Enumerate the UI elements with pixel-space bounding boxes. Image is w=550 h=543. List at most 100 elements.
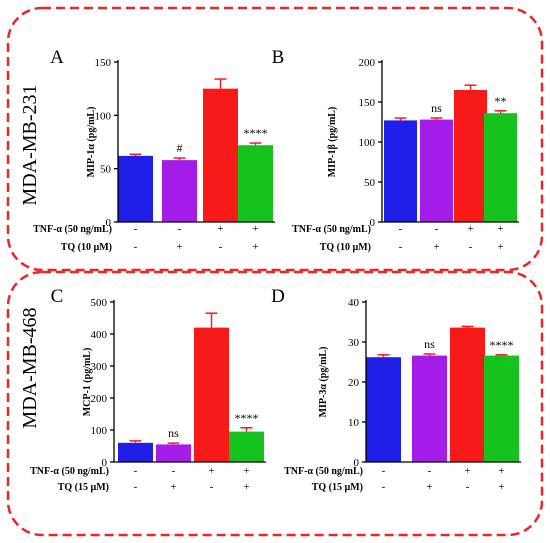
panel-D: D MIP-3α (pg/mL) ns **** 0 10 20 30 40 TNF-α (50 … [271,286,521,493]
y-tick-label: 500 [91,297,108,309]
condition-sign: + [498,481,504,493]
condition-sign: - [219,241,223,253]
y-tick-label: 10 [348,417,360,429]
section-frame-top [6,6,544,272]
bar [118,442,153,462]
y-tick-label: 0 [370,217,376,229]
significance-label: ns [168,426,179,440]
condition-sign: - [428,465,432,477]
y-tick-label: 100 [91,425,108,437]
significance-label: ns [424,337,435,351]
significance-label: **** [244,126,268,140]
significance-label: # [177,141,183,155]
y-tick-label: 40 [348,297,360,309]
bar [454,90,487,222]
bar [229,431,264,462]
bar [118,155,153,222]
bar [484,355,519,462]
condition-label: TNF-α (50 ng/mL) [33,224,112,235]
condition-sign: - [469,241,473,253]
bar [366,357,401,462]
y-axis-label: MIP-1β (pg/mL) [327,107,338,178]
panel-letter: C [51,286,64,307]
cell-line-label-top: MDA-MB-231 [19,84,41,205]
section-frame-bottom [6,270,544,537]
condition-sign: + [243,465,249,477]
condition-label: TQ (10 µM) [61,242,112,253]
condition-sign: + [433,241,439,253]
panel-A: A MIP-1α (pg/mL) # **** 0 50 100 150 TNF-α (50 n… [33,47,275,253]
panel-letter: B [272,47,285,68]
condition-sign: - [382,481,386,493]
bar [484,113,517,222]
y-tick-label: 100 [95,110,112,122]
condition-sign: + [252,223,258,235]
condition-sign: - [134,223,138,235]
condition-label: TNF-α (50 ng/mL) [30,466,109,477]
bar [156,444,191,462]
bar [203,88,238,223]
significance-label: **** [490,338,514,352]
y-tick-label: 300 [91,361,108,373]
condition-sign: - [134,241,138,253]
condition-label: TQ (10 µM) [320,242,371,253]
y-tick-label: 0 [354,457,360,469]
y-tick-label: 0 [106,217,112,229]
condition-sign: - [178,223,182,235]
y-axis-label: MIP-1α (pg/mL) [86,107,97,178]
panel-C: C MCP-1 (pg/mL) ns **** 0 100 200 300 400 500 TNF-… [30,286,266,493]
significance-label: **** [235,411,259,425]
bar [162,160,197,222]
significance-label: ns [431,101,442,115]
condition-label: TQ (15 µM) [312,482,363,493]
condition-sign: + [467,223,473,235]
y-tick-label: 400 [91,329,108,341]
condition-sign: + [498,465,504,477]
y-tick-label: 100 [359,137,376,149]
y-tick-label: 0 [102,457,108,469]
y-tick-label: 30 [348,337,360,349]
condition-sign: - [134,481,138,493]
condition-sign: + [497,241,503,253]
y-tick-label: 50 [364,177,376,189]
y-axis-label: MCP-1 (pg/mL) [82,348,93,417]
condition-sign: + [497,223,503,235]
y-axis-label: MIP-3α (pg/mL) [318,347,329,418]
bar [412,355,447,462]
condition-sign: + [426,481,432,493]
panel-B: B MIP-1β (pg/mL) ns ** 0 50 100 150 200 TNF-α (50… [272,47,519,253]
significance-label: ** [495,94,507,108]
y-tick-label: 150 [95,57,112,69]
bar [450,327,485,462]
bar [238,145,273,222]
condition-sign: - [382,465,386,477]
condition-label: TNF-α (50 ng/mL) [292,224,371,235]
condition-sign: + [252,241,258,253]
panel-letter: D [271,286,285,307]
bar [384,120,417,222]
condition-sign: - [466,481,470,493]
bar [194,327,229,462]
y-tick-label: 50 [100,164,112,176]
condition-sign: + [170,481,176,493]
condition-sign: - [399,223,403,235]
y-tick-label: 20 [348,377,360,389]
y-tick-label: 200 [91,393,108,405]
condition-sign: + [176,241,182,253]
condition-sign: - [399,241,403,253]
condition-sign: + [464,465,470,477]
condition-sign: + [208,465,214,477]
bar [420,119,453,222]
condition-label: TQ (15 µM) [58,482,109,493]
condition-sign: + [243,481,249,493]
condition-sign: - [134,465,138,477]
cell-line-label-bottom: MDA-MB-468 [19,307,41,428]
y-tick-label: 200 [359,57,376,69]
condition-label: TNF-α (50 ng/mL) [284,466,363,477]
condition-sign: - [435,223,439,235]
condition-sign: - [210,481,214,493]
condition-sign: - [172,465,176,477]
panel-letter: A [50,47,64,68]
